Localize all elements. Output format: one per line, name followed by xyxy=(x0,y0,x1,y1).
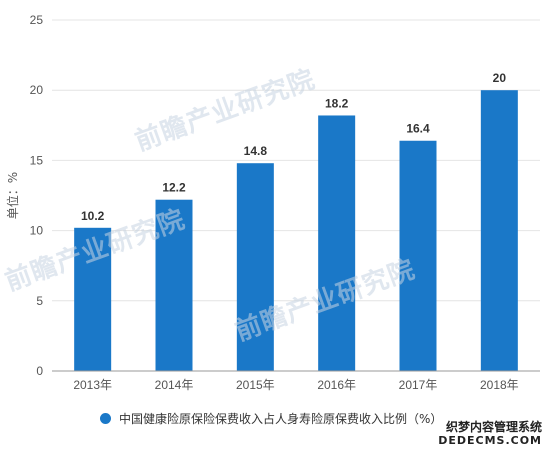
data-label: 18.2 xyxy=(325,96,349,110)
y-tick-label: 10 xyxy=(30,224,44,238)
y-axis-label: 单位：% xyxy=(5,172,20,219)
bar xyxy=(318,115,356,371)
bars xyxy=(74,90,518,371)
x-tick-label: 2014年 xyxy=(155,378,194,392)
data-labels: 10.2 12.2 14.8 18.2 16.4 20 xyxy=(81,71,506,223)
x-tick-label: 2015年 xyxy=(236,378,275,392)
y-axis-ticks: 0 5 10 15 20 25 xyxy=(30,13,44,378)
legend-marker-icon xyxy=(100,413,111,424)
data-label: 14.8 xyxy=(244,144,268,158)
corner-watermark-line1: 织梦内容管理系统 xyxy=(445,420,542,434)
y-tick-label: 5 xyxy=(36,294,43,308)
bar xyxy=(74,227,112,371)
x-tick-label: 2016年 xyxy=(317,378,356,392)
bar xyxy=(236,163,274,371)
x-tick-label: 2013年 xyxy=(73,378,112,392)
x-tick-label: 2017年 xyxy=(399,378,438,392)
data-label: 16.4 xyxy=(406,122,430,136)
bar xyxy=(155,199,193,371)
legend: 中国健康险原保险保费收入占人身寿险原保费收入比例（%） xyxy=(100,410,442,427)
data-label: 10.2 xyxy=(81,209,105,223)
legend-label: 中国健康险原保险保费收入占人身寿险原保费收入比例（%） xyxy=(119,412,443,426)
y-tick-label: 25 xyxy=(30,13,44,27)
y-tick-label: 15 xyxy=(30,153,44,167)
gridlines xyxy=(52,19,540,302)
data-label: 20 xyxy=(493,71,507,85)
corner-watermark-line2: DEDECMS.COM xyxy=(438,434,542,447)
y-tick-label: 20 xyxy=(30,83,44,97)
bar xyxy=(399,140,437,371)
bar xyxy=(480,90,518,371)
x-tick-label: 2018年 xyxy=(480,378,519,392)
data-label: 12.2 xyxy=(162,181,186,195)
x-axis-ticks: 2013年 2014年 2015年 2016年 2017年 2018年 xyxy=(73,378,518,392)
y-tick-label: 0 xyxy=(36,364,43,378)
corner-watermark: 织梦内容管理系统 DEDECMS.COM xyxy=(438,420,542,448)
